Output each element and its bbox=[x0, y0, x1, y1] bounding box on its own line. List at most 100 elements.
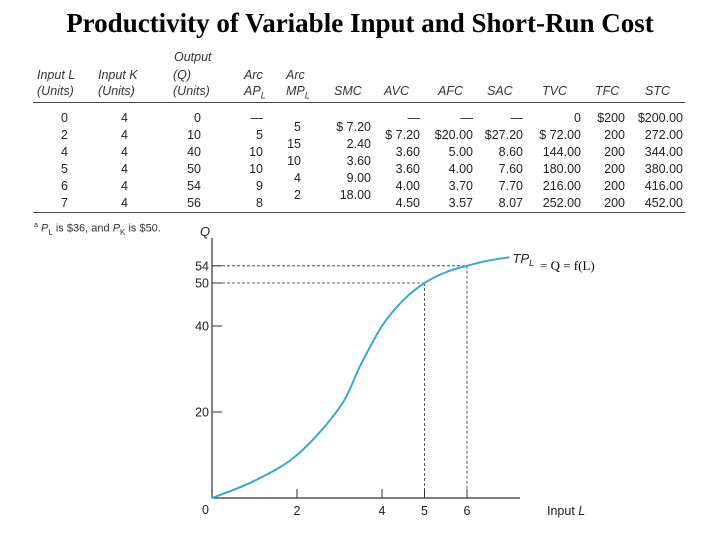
cell-smc-4: 18.00 bbox=[339, 187, 371, 202]
cell-sac-3: 7.60 bbox=[498, 162, 523, 176]
header-line1-2: (Q) bbox=[173, 68, 192, 82]
cell-k-2: 4 bbox=[121, 145, 128, 159]
cell-afc-1: $20.00 bbox=[434, 128, 473, 142]
cell-tfc-1: 200 bbox=[604, 128, 625, 142]
cell-tvc-1: $ 72.00 bbox=[539, 128, 581, 142]
cell-apl-5: 8 bbox=[256, 196, 263, 210]
cell-q-2: 40 bbox=[187, 145, 201, 159]
y-axis-label: Q bbox=[200, 224, 210, 239]
cell-avc-1: $ 7.20 bbox=[385, 128, 420, 142]
cell-l-3: 5 bbox=[61, 162, 68, 176]
header-top-2: Output bbox=[174, 50, 212, 64]
y-tick-label-4: 54 bbox=[195, 259, 209, 273]
footnote-pk-sub: K bbox=[120, 227, 126, 237]
cell-apl-1: 5 bbox=[256, 128, 263, 142]
cell-k-0: 4 bbox=[121, 111, 128, 125]
header-line2-10: TFC bbox=[595, 84, 620, 98]
header-line2-4: MPL bbox=[286, 84, 310, 101]
footnote-text-2: is $50. bbox=[125, 222, 161, 235]
header-line2-9: TVC bbox=[542, 84, 567, 98]
cell-avc-5: 4.50 bbox=[395, 196, 420, 210]
page-title: Productivity of Variable Input and Short… bbox=[66, 8, 654, 38]
cell-mpl-3: 4 bbox=[294, 170, 301, 185]
footnote-pl: P bbox=[40, 222, 49, 235]
cell-q-0: 0 bbox=[194, 111, 201, 125]
cell-avc-0: — bbox=[407, 111, 421, 125]
cell-stc-0: $200.00 bbox=[637, 111, 683, 125]
series-label: TPL bbox=[513, 251, 535, 268]
cell-stc-1: 272.00 bbox=[644, 128, 683, 142]
header-line2-8: SAC bbox=[487, 84, 513, 98]
footnote-mark: a bbox=[34, 222, 38, 229]
cell-smc-0: $ 7.20 bbox=[336, 119, 371, 134]
y-tick-label-2: 40 bbox=[195, 320, 209, 334]
cell-mpl-1: 15 bbox=[287, 136, 301, 151]
footnote-pk: P bbox=[112, 222, 121, 235]
footnote-text-1: is $36, and bbox=[52, 222, 113, 235]
cell-smc-3: 9.00 bbox=[346, 170, 371, 185]
header-line2-5: SMC bbox=[334, 84, 362, 98]
cell-tfc-2: 200 bbox=[604, 145, 625, 159]
cell-k-4: 4 bbox=[121, 179, 128, 193]
cell-l-0: 0 bbox=[61, 111, 68, 125]
cell-mpl-4: 2 bbox=[294, 187, 301, 202]
cell-tvc-0: 0 bbox=[574, 111, 581, 125]
cell-k-1: 4 bbox=[121, 128, 128, 142]
table-footnote: a PL is $36, and PK is $50. bbox=[34, 222, 161, 237]
header-line2-0: (Units) bbox=[37, 84, 74, 98]
footnote-pl-sub: L bbox=[48, 227, 53, 237]
cell-q-1: 10 bbox=[187, 128, 201, 142]
y-tick-label-0: 0 bbox=[202, 503, 209, 517]
cell-k-3: 4 bbox=[121, 162, 128, 176]
series-label-sub: L bbox=[529, 258, 534, 268]
header-line2-6: AVC bbox=[384, 84, 410, 98]
cell-afc-5: 3.57 bbox=[448, 196, 473, 210]
cell-tfc-4: 200 bbox=[604, 179, 625, 193]
cell-afc-4: 3.70 bbox=[448, 179, 473, 193]
cell-smc-1: 2.40 bbox=[346, 136, 371, 151]
cell-tvc-4: 216.00 bbox=[542, 179, 581, 193]
cell-stc-3: 380.00 bbox=[644, 162, 683, 176]
cell-sac-0: — bbox=[510, 111, 524, 125]
header-line2-11: STC bbox=[645, 84, 670, 98]
header-line2-3: APL bbox=[244, 84, 266, 101]
cell-sac-4: 7.70 bbox=[498, 179, 523, 193]
header-line1-1: Input K bbox=[98, 68, 138, 82]
table-rule-1 bbox=[33, 212, 685, 213]
cell-stc-2: 344.00 bbox=[644, 145, 683, 159]
cell-k-5: 4 bbox=[121, 196, 128, 210]
cell-avc-4: 4.00 bbox=[395, 179, 420, 193]
cell-afc-3: 4.00 bbox=[448, 162, 473, 176]
cell-q-4: 54 bbox=[187, 179, 201, 193]
cell-apl-2: 10 bbox=[249, 145, 263, 159]
cell-tfc-0: $200 bbox=[597, 111, 625, 125]
tp-curve bbox=[211, 256, 510, 499]
cell-q-3: 50 bbox=[187, 162, 201, 176]
x-tick-label-3: 5 bbox=[421, 504, 428, 518]
cost-table: Input L (Units) Input K (Units) Output (Q) (Un… bbox=[0, 0, 720, 240]
header-line2-1: (Units) bbox=[98, 84, 135, 98]
cell-l-1: 2 bbox=[61, 128, 68, 142]
y-tick-label-3: 50 bbox=[195, 277, 209, 291]
cell-tfc-5: 200 bbox=[604, 196, 625, 210]
cell-apl-4: 9 bbox=[256, 179, 263, 193]
x-axis-label: Input L bbox=[547, 504, 585, 518]
header-line1-4: Arc bbox=[286, 68, 305, 82]
cell-afc-0: — bbox=[460, 111, 474, 125]
y-tick-label-1: 20 bbox=[195, 406, 209, 420]
cell-tfc-3: 200 bbox=[604, 162, 625, 176]
cell-avc-2: 3.60 bbox=[395, 145, 420, 159]
x-axis-label-var: L bbox=[578, 504, 585, 518]
header-sub-4: L bbox=[304, 90, 310, 101]
cell-sac-2: 8.60 bbox=[498, 145, 523, 159]
cell-l-4: 6 bbox=[61, 179, 68, 193]
x-tick-label-4: 6 bbox=[464, 504, 471, 518]
cell-l-5: 7 bbox=[61, 196, 68, 210]
cell-mpl-0: 5 bbox=[294, 119, 301, 134]
cell-avc-3: 3.60 bbox=[395, 162, 420, 176]
x-tick-label-1: 2 bbox=[294, 504, 301, 518]
cell-q-5: 56 bbox=[187, 196, 201, 210]
x-tick-label-2: 4 bbox=[379, 504, 386, 518]
cell-sac-5: 8.07 bbox=[498, 196, 523, 210]
header-sub-3: L bbox=[260, 90, 266, 101]
